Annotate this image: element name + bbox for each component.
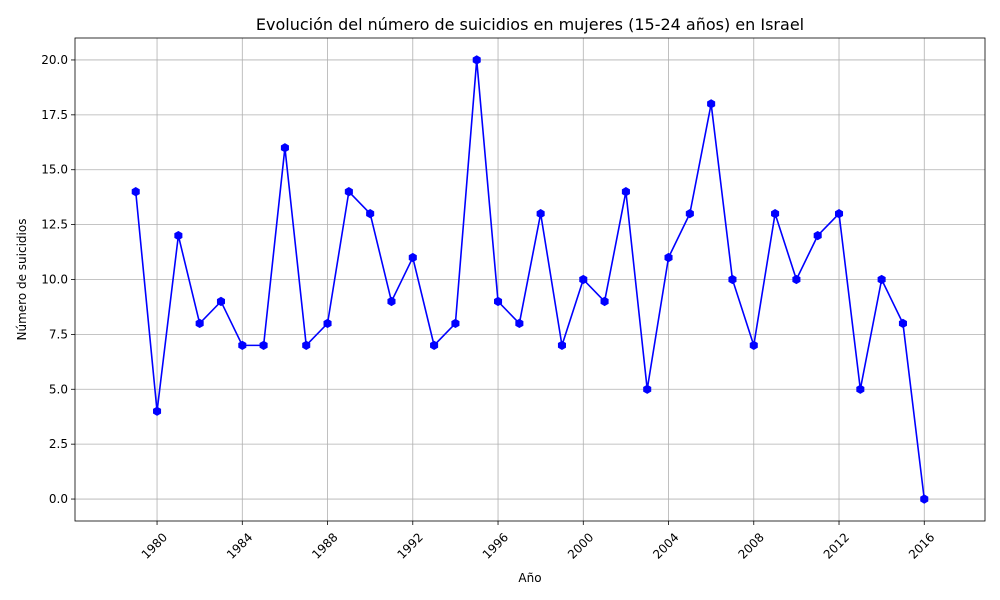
- data-point: [898, 318, 907, 329]
- data-point: [430, 340, 439, 351]
- data-point: [749, 340, 758, 351]
- x-tick-label: 1996: [480, 530, 511, 561]
- y-tick-label: 12.5: [41, 218, 68, 232]
- x-tick-label: 2000: [565, 530, 596, 561]
- y-tick-label: 15.0: [41, 163, 68, 177]
- series: [131, 55, 929, 504]
- data-point: [515, 318, 524, 329]
- data-point: [238, 340, 247, 351]
- data-point: [643, 384, 652, 394]
- data-point: [494, 296, 503, 307]
- x-tick-label: 1980: [139, 530, 170, 561]
- y-tick-label: 10.0: [41, 273, 68, 287]
- data-point: [174, 230, 183, 241]
- y-axis-label: Número de suicidios: [15, 219, 29, 341]
- data-point: [259, 340, 268, 351]
- x-tick-label: 2008: [735, 530, 766, 561]
- data-point: [664, 252, 673, 263]
- x-tick-label: 2012: [821, 530, 852, 561]
- x-tick-label: 1992: [394, 530, 425, 561]
- data-point: [707, 99, 716, 109]
- data-point: [302, 340, 311, 351]
- y-tick-label: 17.5: [41, 108, 68, 122]
- data-point: [856, 384, 865, 394]
- series-line: [134, 59, 926, 500]
- y-tick-label: 2.5: [49, 437, 68, 451]
- chart-title: Evolución del número de suicidios en muj…: [256, 15, 804, 34]
- data-point: [920, 494, 929, 504]
- data-point: [877, 274, 886, 285]
- grid: [75, 38, 985, 521]
- data-point: [621, 187, 630, 197]
- data-point: [600, 296, 609, 307]
- y-tick-label: 20.0: [41, 53, 68, 67]
- x-tick-label: 2004: [650, 530, 681, 561]
- x-tick-label: 1988: [309, 530, 340, 561]
- data-point: [813, 230, 822, 241]
- data-point: [387, 296, 396, 307]
- y-tick-label: 0.0: [49, 492, 68, 506]
- data-point: [323, 318, 332, 329]
- data-point: [728, 274, 737, 285]
- data-point: [195, 318, 204, 329]
- data-point: [216, 296, 226, 307]
- data-point: [280, 143, 289, 153]
- data-point: [536, 208, 545, 219]
- data-point: [557, 340, 566, 351]
- data-point: [771, 208, 780, 219]
- data-point: [408, 252, 417, 263]
- data-point: [685, 208, 694, 219]
- data-point: [153, 406, 162, 416]
- data-point: [472, 55, 481, 65]
- y-tick-label: 5.0: [49, 382, 68, 396]
- x-tick-label: 2016: [906, 530, 937, 561]
- axis-ticks: 1980 1984 1988 1992 1996 2000 2004 2008 2012 2016…: [41, 53, 937, 562]
- data-point: [451, 318, 460, 329]
- data-point: [579, 274, 588, 285]
- y-tick-label: 7.5: [49, 327, 68, 341]
- x-tick-label: 1984: [224, 530, 255, 561]
- data-point: [366, 208, 375, 219]
- plot-frame: [74, 37, 986, 522]
- x-axis-label: Año: [518, 571, 541, 585]
- data-point: [834, 208, 844, 219]
- data-point: [131, 187, 140, 197]
- data-point: [792, 274, 801, 285]
- data-point: [344, 187, 353, 197]
